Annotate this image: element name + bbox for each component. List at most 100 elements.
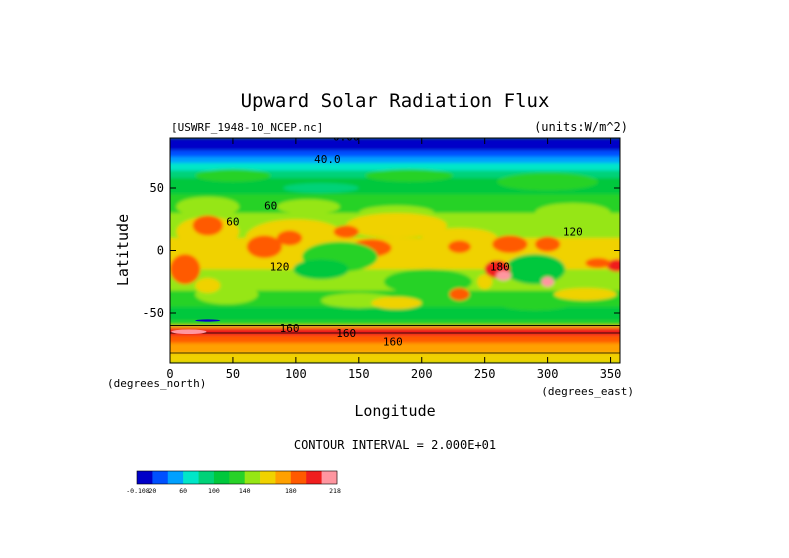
y-axis-label: Latitude bbox=[114, 214, 132, 286]
y-tick-label: 0 bbox=[157, 244, 164, 258]
region-patch bbox=[276, 199, 340, 215]
heat-layer bbox=[170, 138, 620, 363]
latitude-band bbox=[170, 353, 620, 363]
source-label: [USWRF_1948-10_NCEP.nc] bbox=[171, 121, 323, 134]
region-patch bbox=[170, 254, 201, 285]
region-patch bbox=[504, 254, 566, 285]
colorbar-tick-label: -0.108 bbox=[126, 487, 150, 495]
region-patch bbox=[195, 278, 221, 293]
region-patch bbox=[365, 169, 454, 182]
x-tick-label: 0 bbox=[166, 367, 173, 381]
region-patch bbox=[553, 288, 617, 301]
region-patch bbox=[383, 269, 473, 295]
colorbar-tick-label: 218 bbox=[329, 487, 341, 495]
colorbar-swatch bbox=[137, 471, 153, 484]
x-axis-label: Longitude bbox=[354, 402, 435, 420]
contour-labels: 0.00 40.0 60 60 120 180 160 160 160 120 bbox=[226, 131, 583, 349]
region-patch bbox=[448, 240, 471, 253]
pink-peak-patch bbox=[171, 329, 207, 334]
latitude-band bbox=[170, 150, 620, 158]
region-patch bbox=[477, 274, 493, 290]
colorbar-tick-label: 100 bbox=[208, 487, 220, 495]
contour-label: 120 bbox=[563, 226, 583, 239]
region-patch bbox=[176, 196, 240, 217]
contour-label: 60 bbox=[264, 199, 277, 212]
colorbar-tick-label: 140 bbox=[239, 487, 251, 495]
region-patch bbox=[195, 169, 271, 182]
colorbar-frame bbox=[136, 470, 338, 485]
latitude-band bbox=[170, 335, 620, 344]
latitude-band bbox=[170, 328, 620, 336]
x-tick-label: 350 bbox=[600, 367, 622, 381]
colorbar-swatch bbox=[244, 471, 261, 484]
x-tick-label: 300 bbox=[537, 367, 559, 381]
region-patch bbox=[246, 235, 283, 258]
latitude-band bbox=[170, 320, 620, 326]
colorbar-tick-label: 20 bbox=[148, 487, 156, 495]
colorbar-swatch bbox=[183, 471, 199, 484]
chart-title: Upward Solar Radiation Flux bbox=[241, 90, 550, 112]
region-patch bbox=[449, 288, 470, 301]
colorbar-swatch bbox=[198, 471, 215, 484]
colorbar-swatch bbox=[213, 471, 230, 484]
y-axis-ticks: -50 0 50 bbox=[142, 181, 620, 320]
colorbar-swatch bbox=[306, 471, 322, 484]
colorbar-swatch bbox=[229, 471, 245, 484]
region-patch bbox=[497, 173, 598, 191]
colorbar-swatch bbox=[275, 471, 292, 484]
region-patch bbox=[293, 259, 349, 280]
region-patch bbox=[283, 183, 359, 193]
y-tick-label: 50 bbox=[150, 181, 164, 195]
latitude-band bbox=[170, 138, 620, 151]
latitude-band bbox=[170, 343, 620, 354]
region-patch bbox=[371, 296, 422, 310]
x-tick-label: 100 bbox=[285, 367, 307, 381]
dark-streak bbox=[195, 319, 221, 322]
colorbar-swatch bbox=[167, 471, 184, 484]
region-patch bbox=[541, 276, 554, 287]
x-unit-label: (degrees_east) bbox=[541, 385, 634, 398]
colorbar-swatch bbox=[260, 471, 276, 484]
latitude-band bbox=[170, 306, 620, 321]
contour-interval-label: CONTOUR INTERVAL = 2.000E+01 bbox=[294, 438, 496, 452]
region-patch bbox=[497, 295, 573, 311]
units-label: (units:W/m^2) bbox=[534, 120, 628, 134]
contour-label: 0.00 bbox=[333, 131, 360, 144]
region-patch bbox=[333, 225, 359, 238]
region-patch bbox=[535, 236, 561, 252]
colorbar-tick-label: 180 bbox=[285, 487, 297, 495]
region-patch bbox=[535, 203, 611, 223]
band-layer bbox=[170, 319, 620, 354]
contour-label: 40.0 bbox=[314, 153, 341, 166]
region-patch bbox=[492, 235, 528, 253]
colorbar-swatch bbox=[152, 471, 169, 484]
x-tick-label: 250 bbox=[474, 367, 496, 381]
contour-label: 160 bbox=[336, 327, 356, 340]
x-axis-ticks: 0 50 100 150 200 250 300 350 bbox=[166, 138, 621, 381]
colorbar-swatch bbox=[321, 471, 338, 484]
region-patch bbox=[192, 215, 223, 236]
plot-area: 0.00 40.0 60 60 120 180 160 160 160 120 bbox=[170, 131, 620, 363]
colorbar-tick-label: 60 bbox=[179, 487, 187, 495]
latitude-band bbox=[170, 156, 620, 164]
contour-label: 160 bbox=[383, 336, 403, 349]
region-patch bbox=[276, 230, 303, 246]
contour-label: 60 bbox=[226, 216, 239, 229]
contour-label: 120 bbox=[270, 261, 290, 274]
colorbar-swatch bbox=[290, 471, 307, 484]
region-patch bbox=[496, 270, 512, 281]
region-patch bbox=[585, 258, 611, 268]
latitude-band bbox=[170, 163, 620, 171]
y-tick-label: -50 bbox=[142, 306, 164, 320]
region-patch bbox=[606, 259, 620, 272]
contour-label: 160 bbox=[280, 322, 300, 335]
x-tick-label: 200 bbox=[411, 367, 433, 381]
latitude-band bbox=[170, 325, 620, 329]
region-patch bbox=[421, 228, 498, 248]
contour-label: 180 bbox=[490, 261, 510, 274]
x-tick-label: 50 bbox=[226, 367, 240, 381]
x-tick-label: 150 bbox=[348, 367, 370, 381]
y-unit-label: (degrees_north) bbox=[107, 377, 206, 390]
